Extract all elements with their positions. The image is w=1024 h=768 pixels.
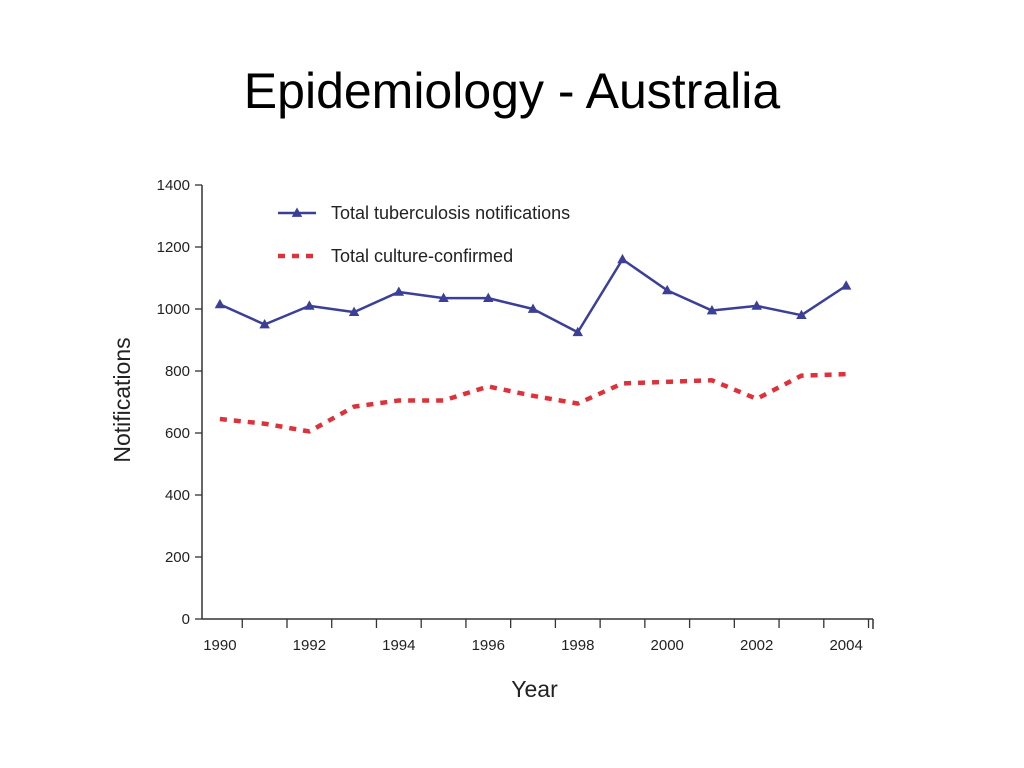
series-1-point [796,309,807,320]
series-1-point [751,300,762,310]
y-tick-label: 800 [165,363,190,380]
legend-label: Total tuberculosis notifications [331,203,570,223]
x-tick-label: 1990 [203,637,236,654]
y-tick-label: 1400 [157,177,190,194]
y-tick-label: 400 [165,487,190,504]
series-1-point [483,292,494,302]
series-line-1 [219,258,847,334]
series-1-point [348,306,360,316]
series-1-point [706,305,718,315]
x-tick-label: 1992 [293,637,326,654]
series-1-point [840,280,852,290]
series-1-point [393,286,405,296]
x-axis-title: Year [511,676,558,702]
series-1-point [617,253,628,264]
chart-legend: Total tuberculosis notifications Total cu… [278,203,570,266]
x-tick-label: 2002 [740,637,773,654]
series-1-point [304,300,315,310]
x-tick-label: 1998 [561,637,594,654]
x-tick-label: 1996 [472,637,505,654]
y-tick-label: 1000 [157,301,190,318]
series-1-point [214,298,226,309]
series-1-point [527,303,539,313]
series-layer [214,253,852,434]
x-tick-label: 1994 [382,637,415,654]
x-tick-label: 2000 [651,637,684,654]
axis-ticks: 0 200 400 600 800 1000 1200 1400 1990 1992 1994 199… [157,177,870,654]
y-tick-label: 1200 [157,239,190,256]
y-tick-label: 200 [165,549,190,566]
series-1-point [259,319,270,329]
series-1-point [572,326,583,337]
series-1-point [662,284,673,295]
x-tick-label: 2004 [829,637,862,654]
chart-axes [201,185,874,629]
series-line-2 [219,371,847,434]
slide-title: Epidemiology - Australia [243,63,781,119]
series-1-point [438,292,449,302]
y-tick-label: 0 [182,611,190,628]
legend-label: Total culture-confirmed [331,246,513,266]
legend-swatch-marker [291,207,303,217]
y-axis-title: Notifications [109,337,135,462]
y-tick-label: 600 [165,425,190,442]
